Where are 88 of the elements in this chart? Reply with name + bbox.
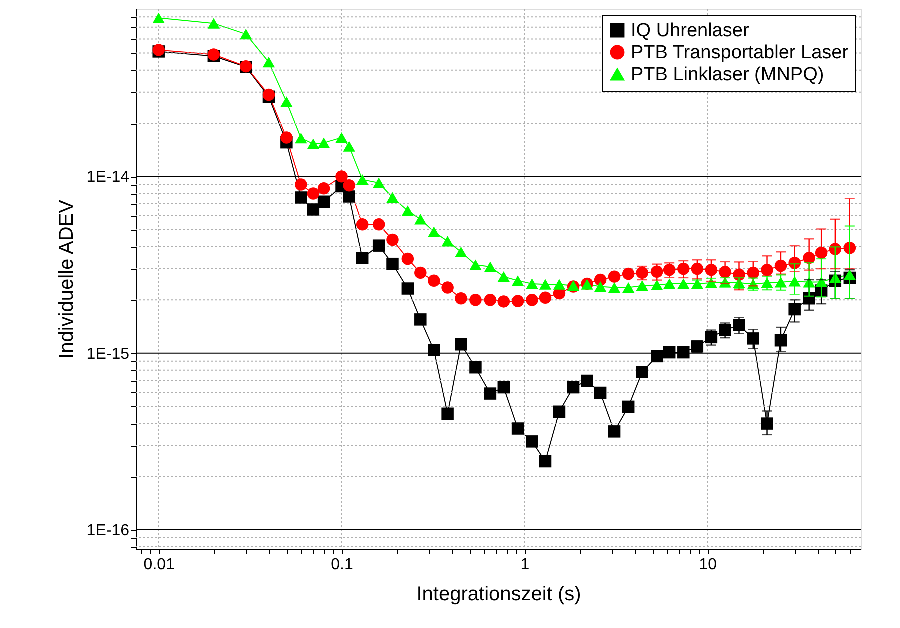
point	[386, 258, 399, 270]
point	[747, 332, 760, 345]
point	[402, 252, 414, 266]
point	[663, 278, 676, 290]
point	[539, 279, 552, 290]
point	[539, 455, 552, 468]
point	[719, 324, 732, 336]
point	[663, 346, 676, 359]
point	[608, 426, 621, 438]
point	[651, 266, 664, 278]
point	[470, 361, 482, 374]
point	[512, 422, 524, 435]
point	[526, 436, 538, 448]
point	[372, 240, 386, 252]
y-tick-label: 1E-14	[86, 169, 130, 186]
point	[815, 246, 828, 260]
point	[498, 381, 510, 394]
point	[622, 400, 635, 414]
point	[318, 138, 330, 148]
point	[678, 278, 690, 290]
y-tick-label: 1E-16	[86, 522, 130, 540]
point	[622, 268, 635, 280]
x-tick-label: 1	[520, 556, 530, 574]
point	[442, 282, 454, 294]
point	[651, 280, 664, 291]
point	[428, 274, 440, 288]
point	[455, 292, 468, 305]
point	[553, 406, 566, 418]
point	[372, 218, 386, 231]
point	[262, 57, 276, 68]
point	[526, 294, 538, 306]
point	[512, 295, 524, 308]
y-axis-title: Individuelle ADEV	[56, 199, 78, 359]
point	[608, 270, 621, 283]
legend-label: IQ Uhrenlaser	[631, 20, 750, 42]
point	[414, 314, 427, 326]
y-tick-label: 1E-15	[86, 346, 130, 363]
point	[498, 272, 510, 282]
point	[733, 319, 746, 332]
point	[691, 262, 704, 276]
point	[636, 280, 648, 292]
point	[318, 182, 330, 195]
point	[386, 234, 399, 246]
point	[761, 418, 774, 430]
point	[414, 214, 427, 225]
point	[455, 246, 468, 258]
point	[526, 278, 538, 290]
point	[567, 381, 580, 394]
point	[594, 282, 607, 292]
point	[484, 294, 497, 306]
point	[414, 266, 427, 280]
point	[705, 264, 718, 276]
point	[470, 260, 482, 270]
point	[318, 196, 330, 208]
point	[484, 262, 497, 272]
legend-label: PTB Transportabler Laser	[631, 42, 850, 64]
point	[512, 276, 524, 286]
point	[372, 178, 386, 188]
point	[774, 260, 788, 272]
point	[442, 408, 454, 420]
point	[470, 294, 482, 306]
x-tick-label: 0.1	[331, 556, 354, 574]
point	[829, 272, 842, 284]
point	[651, 350, 664, 363]
point	[636, 366, 648, 378]
point	[402, 282, 414, 295]
point	[428, 344, 440, 356]
point	[442, 236, 454, 247]
point	[788, 303, 801, 316]
point	[774, 334, 788, 347]
point	[386, 192, 399, 204]
x-tick-label: 10	[699, 556, 718, 574]
point	[594, 386, 607, 400]
point	[539, 292, 552, 304]
point	[484, 388, 497, 400]
point	[581, 374, 594, 388]
point	[428, 226, 440, 238]
point	[622, 282, 635, 294]
point	[678, 346, 690, 359]
point	[594, 274, 607, 286]
x-tick-label: 0.01	[144, 556, 176, 574]
x-axis-title: Integrationszeit (s)	[416, 584, 582, 606]
point	[402, 206, 414, 216]
point	[553, 279, 566, 290]
point	[608, 282, 621, 294]
point	[455, 338, 468, 351]
legend-label: PTB Linklaser (MNPQ)	[631, 64, 824, 86]
point	[498, 296, 510, 308]
